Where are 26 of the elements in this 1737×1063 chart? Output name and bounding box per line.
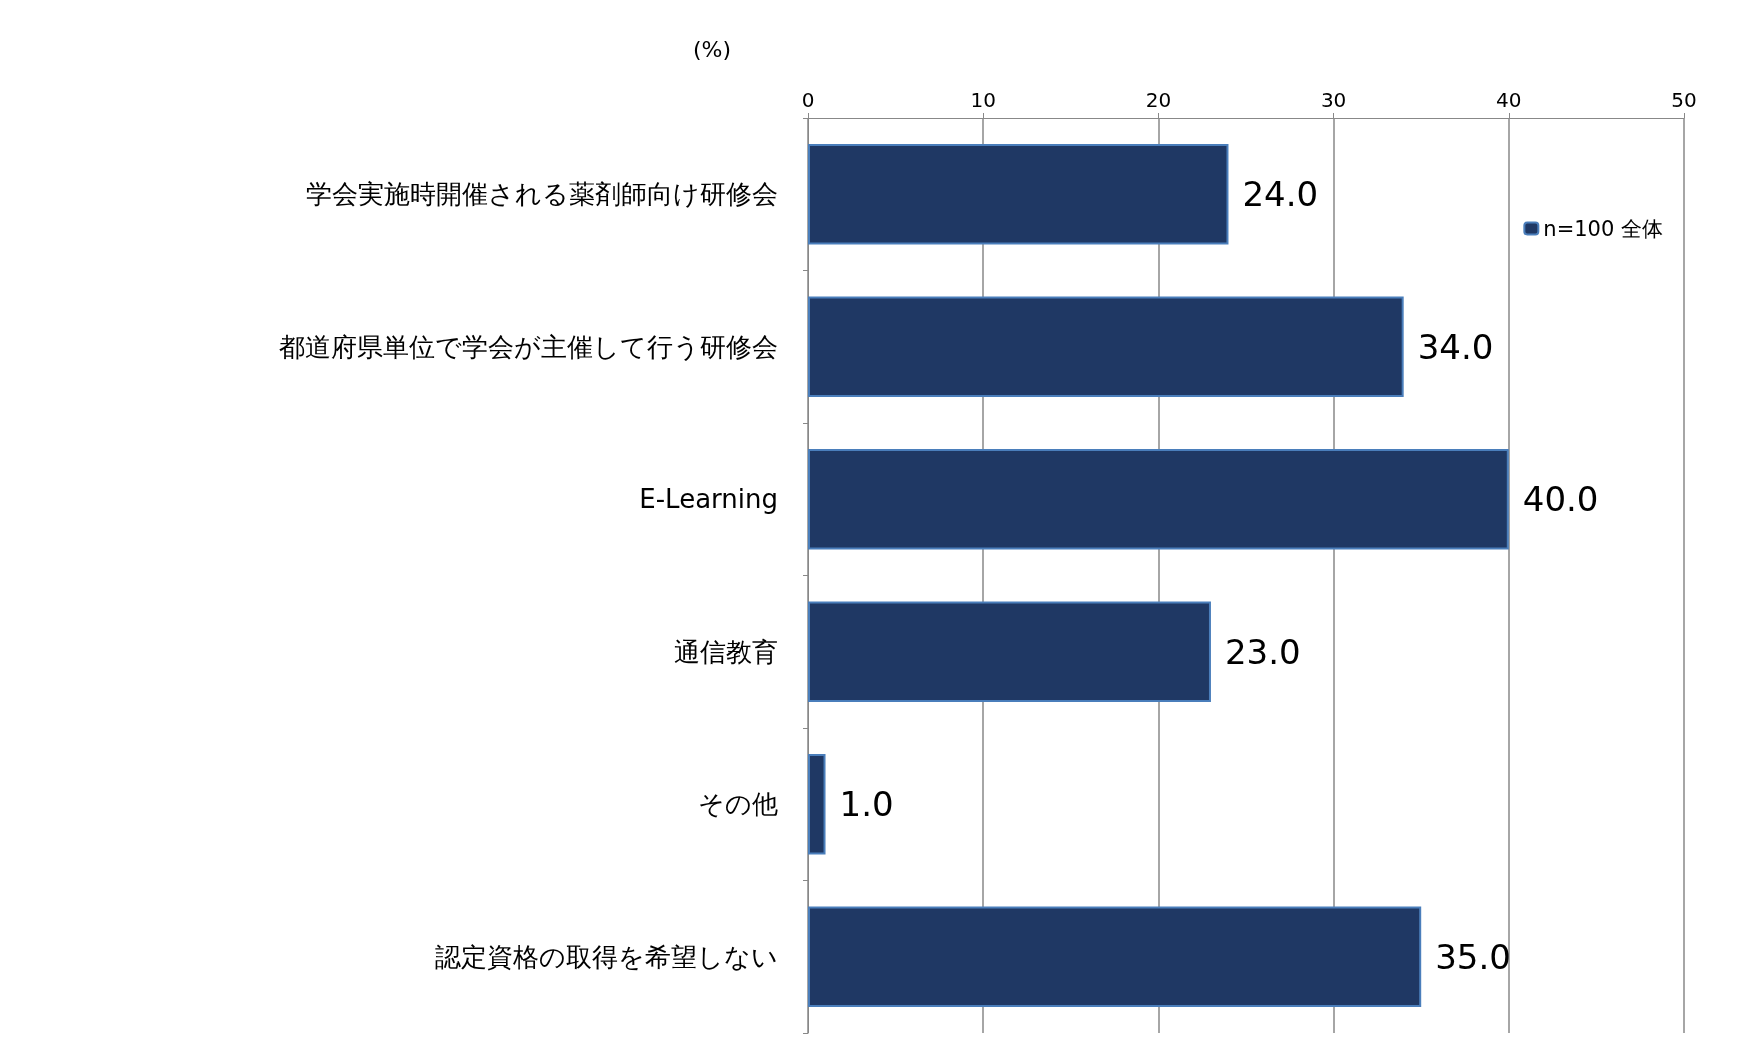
y-tick-label: 認定資格の取得を希望しない xyxy=(435,941,778,972)
y-tick-label: E-Learning xyxy=(639,484,778,515)
bar xyxy=(808,601,1211,703)
y-tick-label: 通信教育 xyxy=(674,636,778,667)
x-tick-label: 10 xyxy=(970,88,996,112)
bar xyxy=(808,296,1404,398)
bar xyxy=(808,753,826,855)
y-tick-label: その他 xyxy=(698,789,778,820)
data-label: 23.0 xyxy=(1224,631,1301,672)
bar xyxy=(808,143,1229,245)
x-tick-label: 40 xyxy=(1496,88,1522,112)
data-label: 40.0 xyxy=(1522,479,1599,520)
x-tick-label: 20 xyxy=(1145,88,1172,112)
x-tick-label: 50 xyxy=(1671,88,1697,112)
x-tick-label: 0 xyxy=(801,88,815,112)
legend-label: n=100 全体 xyxy=(1543,216,1664,241)
y-tick-label: 都道府県単位で学会が主催して行う研修会 xyxy=(279,331,778,362)
bar xyxy=(808,448,1509,550)
data-label: 34.0 xyxy=(1417,326,1494,367)
y-tick-label: 学会実施時開催される薬剤師向け研修会 xyxy=(306,179,778,210)
data-label: 24.0 xyxy=(1242,174,1319,215)
bar xyxy=(808,906,1422,1008)
x-tick-label: 30 xyxy=(1320,88,1347,112)
data-label: 1.0 xyxy=(839,784,894,825)
data-label: 35.0 xyxy=(1435,936,1511,977)
x-axis-title: (%) xyxy=(693,36,732,62)
